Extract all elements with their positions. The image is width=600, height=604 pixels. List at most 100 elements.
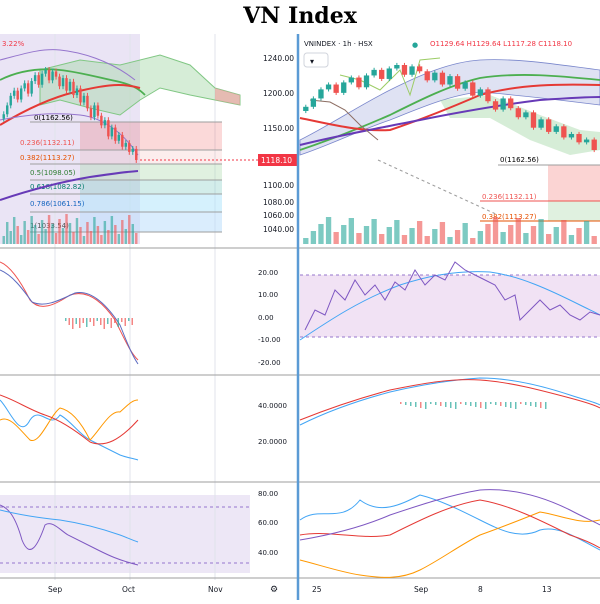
right-osc2-hist-bar [455,402,457,409]
left-candle-body [100,115,103,126]
right-osc1-purple [304,261,600,331]
right-trend-dashed [377,159,499,216]
x-axis-left: Sep Oct Nov [48,585,223,594]
right-ema-long [299,96,600,146]
right-candle-body [341,82,347,93]
left-osc2-orange [0,399,139,441]
osc1-tick-5: -20.00 [258,359,281,367]
right-volume-bar [432,229,438,244]
right-candle-body [485,89,491,102]
osc2-tick-1: 40.0000 [258,402,287,410]
right-osc2-hist-bar [460,402,462,404]
right-volume-bar [363,226,370,244]
left-fib-label-0: 0(1162.56) [34,114,73,122]
right-candle-body [363,75,370,88]
right-volume-bar [424,236,430,244]
left-candle-body [19,88,23,100]
left-osc1-hist-bar [100,318,102,325]
right-candle-body [477,89,484,96]
right-candle-body [333,84,339,93]
right-volume-bar [356,233,362,244]
right-candle-body [409,66,415,75]
left-volume-bar [103,221,107,244]
right-osc2-hist-bar [530,402,532,406]
right-osc2-hist-bar [470,402,472,406]
right-osc2-hist-bar [515,402,517,409]
right-osc2-hist-bar [500,402,502,406]
left-volume-bars [2,214,138,244]
price-tick-7: 1040.00 [263,225,294,234]
left-volume-bar [9,231,12,244]
left-osc1-hist-bar [89,318,91,322]
right-volume-bar [401,235,408,244]
right-candle-body [318,89,324,99]
right-volume-bar [492,217,499,244]
right-volume-bar [379,234,385,244]
right-osc2-hist-bar [410,402,412,406]
left-volume-bar [58,219,61,244]
left-ema-fast [0,68,146,96]
right-volume-bar [409,228,415,244]
expand-button[interactable] [303,52,329,68]
x-axis-right: 25 Sep 8 13 [312,585,552,594]
x-tick-left-2: Oct [122,585,135,594]
left-osc1-hist-bar [131,318,133,325]
right-candle-body [492,101,499,110]
price-tick-3: 1150.00 [263,124,294,133]
left-volume-bar [79,227,82,244]
right-osc2-hist-bar [475,402,477,407]
left-band-lower [0,113,139,156]
settings-gear-icon[interactable]: ⚙ [270,585,278,595]
right-osc2-hist-bar [485,402,487,409]
current-price-label: 1118.10 [261,156,292,165]
right-candle-body [591,139,597,150]
left-candle-body [93,105,96,118]
left-osc2-blue [0,399,139,461]
current-price-tag [258,154,298,166]
x-tick-right-1: 25 [312,585,322,594]
right-osc2-histogram [400,402,547,409]
left-candle-body [12,90,16,96]
x-tick-right-4: 13 [542,585,552,594]
right-candle-body [386,68,392,79]
left-candle-body [110,127,114,137]
left-volume-bar [72,232,75,244]
left-candle-body [54,71,58,77]
chart-svg[interactable]: 0(1162.56) 0.236(1132.11) 0.382(1113.27)… [0,32,600,600]
left-candle-body [72,81,75,96]
right-osc2-hist-bar [420,402,422,408]
right-volume-bars [303,217,597,244]
right-ema-fast [299,74,600,151]
right-volume-bar [439,222,446,244]
right-candle-body [454,76,461,89]
left-volume-bar [82,236,86,244]
right-volume-bar [341,225,347,244]
title-bar: VN Index [0,0,600,32]
left-candle-body [131,148,134,152]
left-candle-body [96,105,100,116]
right-volume-bar [553,227,559,244]
chart-area[interactable]: 0(1162.56) 0.236(1132.11) 0.382(1113.27)… [0,32,600,600]
osc1-tick-1: 20.00 [258,269,278,277]
left-candle-body [2,114,5,119]
right-candle-body [500,98,506,110]
right-candle-body [416,66,423,72]
left-volume-bar [19,235,23,244]
left-osc1-histogram [65,318,133,329]
right-cloud [440,95,600,155]
left-osc1-hist-bar [75,318,77,324]
right-osc3-orange [299,511,600,578]
right-candle-body [576,133,582,143]
left-volume-bar [30,216,33,244]
left-fib-zone-3 [80,164,222,180]
symbol-label[interactable]: VNINDEX · 1h · HSX [304,40,373,48]
right-osc2-hist-bar [535,402,537,407]
right-candle-body [515,108,521,118]
left-candle-body [51,71,54,81]
left-candles [2,67,138,163]
right-candle-body [553,126,559,132]
right-fib-zone-1 [548,165,600,201]
left-candle-body [47,70,51,81]
right-osc2-hist-bar [430,402,432,404]
right-candle-body [462,82,468,89]
